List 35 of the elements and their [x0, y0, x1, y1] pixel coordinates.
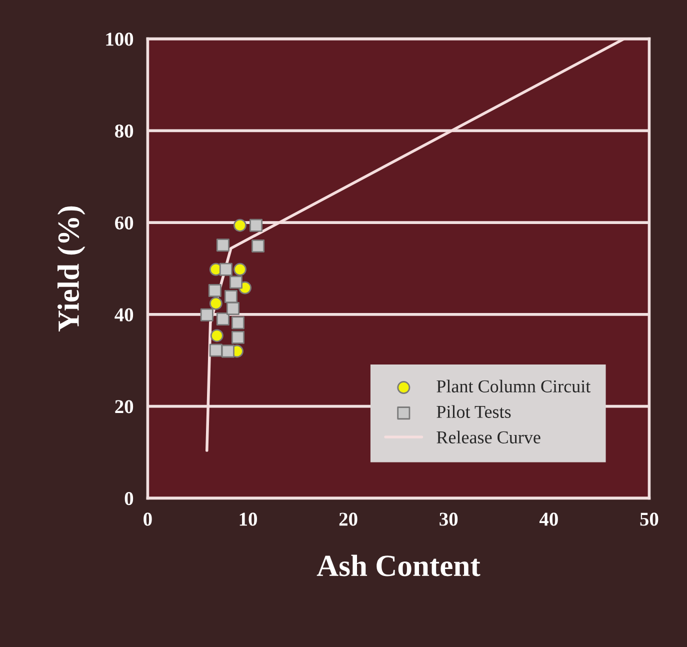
point [208, 284, 222, 298]
legend-label: Plant Column Circuit [436, 380, 591, 392]
legend-label: Pilot Tests [436, 405, 511, 418]
y-axis-title: Yield (%) [57, 206, 86, 332]
point [219, 262, 232, 276]
point [231, 330, 244, 344]
y-tick-label: 80 [115, 124, 134, 138]
point [226, 302, 240, 315]
x-tick-label: 10 [240, 512, 257, 526]
x-tick-label: 20 [339, 512, 358, 526]
y-tick-label: 0 [124, 492, 134, 506]
point [210, 329, 224, 342]
point [250, 218, 263, 232]
point [233, 218, 246, 232]
point [216, 312, 230, 326]
point [252, 239, 265, 252]
point [200, 308, 214, 322]
x-tick-label: 30 [440, 512, 458, 526]
point [229, 276, 242, 289]
y-tick-label: 60 [115, 216, 134, 230]
point [233, 262, 246, 276]
x-axis-title: Ash Content [316, 554, 480, 576]
point [209, 296, 222, 310]
y-tick-label: 40 [114, 308, 134, 322]
point [209, 344, 222, 357]
x-tick-label: 40 [539, 512, 558, 526]
x-tick-label: 0 [144, 512, 152, 526]
point [224, 290, 238, 304]
x-tick-label: 50 [640, 512, 658, 526]
y-tick-label: 20 [115, 400, 134, 414]
y-tick-label: 100 [106, 32, 134, 46]
point [216, 238, 230, 252]
point [221, 344, 234, 358]
legend-label: Release Curve [436, 430, 540, 444]
point [231, 316, 244, 330]
